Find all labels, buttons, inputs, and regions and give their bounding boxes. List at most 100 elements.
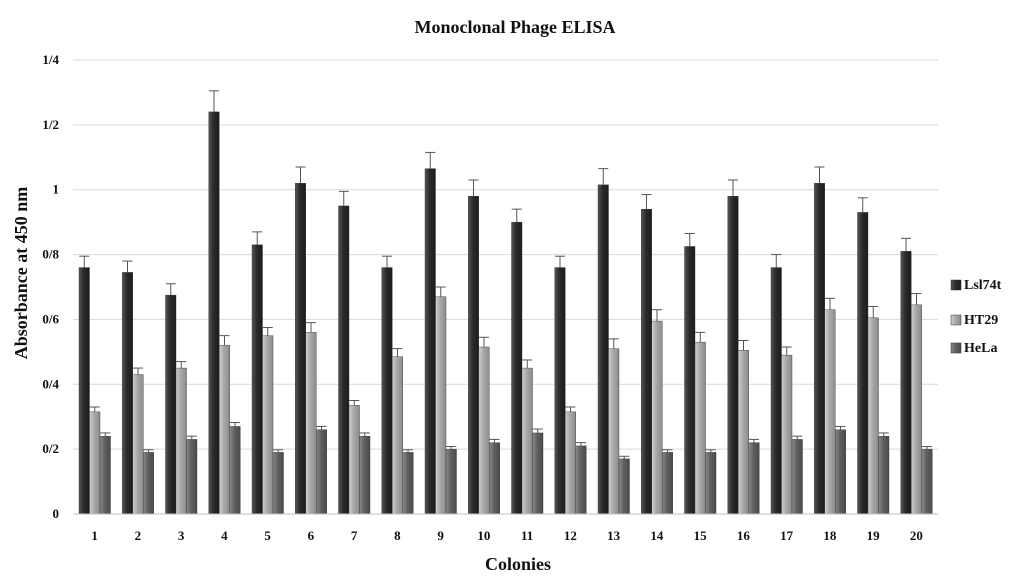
bar-hela (575, 445, 587, 515)
bar-ht29 (478, 346, 490, 515)
legend-label-ht29: HT29 (964, 313, 998, 328)
x-tick-label: 4 (221, 528, 228, 543)
bar-lsl74t (295, 183, 306, 515)
y-tick-label: 0/4 (42, 376, 59, 391)
legend-label-lsl74t: Lsl74t (964, 278, 1002, 293)
bar-ht29 (132, 374, 144, 515)
bar-hela (532, 432, 544, 515)
bar-lsl74t (597, 184, 609, 515)
y-tick-label: 0/8 (42, 247, 59, 262)
bars (78, 90, 933, 515)
bar-hela (791, 439, 803, 515)
y-tick-label: 0/6 (42, 311, 59, 326)
x-tick-label: 19 (867, 528, 881, 543)
x-tick-label: 17 (780, 528, 794, 543)
y-tick-label: 0 (53, 506, 60, 521)
bar-lsl74t (165, 294, 177, 515)
bar-hela (835, 429, 846, 515)
y-tick-label: 1/4 (42, 52, 59, 67)
bar-lsl74t (727, 195, 739, 515)
x-tick-label: 16 (737, 528, 751, 543)
x-tick-label: 9 (437, 528, 444, 543)
bar-lsl74t (511, 221, 523, 515)
bar-ht29 (694, 341, 706, 515)
bar-ht29 (262, 335, 274, 515)
x-axis-title: Colonies (485, 554, 551, 573)
bar-lsl74t (814, 183, 825, 515)
bar-hela (359, 435, 371, 515)
bar-ht29 (89, 411, 101, 515)
y-tick-label: 0/2 (42, 441, 59, 456)
bar-lsl74t (641, 208, 652, 515)
bar-hela (662, 452, 673, 515)
bar-lsl74t (338, 205, 350, 515)
legend-label-hela: HeLa (964, 341, 997, 356)
bar-lsl74t (857, 212, 869, 515)
bar-lsl74t (251, 244, 263, 515)
x-tick-label: 18 (823, 528, 837, 543)
y-tick-label: 1/2 (42, 117, 59, 132)
x-tick-label: 7 (351, 528, 358, 543)
x-tick-label: 2 (135, 528, 142, 543)
x-tick-label: 10 (477, 528, 490, 543)
bar-ht29 (738, 350, 749, 515)
bar-ht29 (867, 317, 879, 515)
bar-hela (272, 452, 284, 515)
x-tick-label: 1 (91, 528, 98, 543)
bar-ht29 (348, 405, 360, 515)
bar-hela (748, 442, 760, 515)
bar-lsl74t (468, 195, 479, 515)
bar-ht29 (392, 356, 403, 515)
x-tick-label: 5 (264, 528, 271, 543)
x-tick-label: 12 (564, 528, 577, 543)
bar-hela (186, 439, 198, 515)
x-tick-label: 11 (521, 528, 533, 543)
bar-hela (618, 458, 630, 515)
bar-ht29 (175, 367, 187, 515)
bar-lsl74t (900, 251, 912, 515)
bar-ht29 (435, 296, 447, 515)
y-axis-title: Absorbance at 450 nm (11, 187, 31, 360)
x-tick-label: 20 (910, 528, 923, 543)
x-tick-label: 8 (394, 528, 401, 543)
bar-ht29 (521, 367, 533, 515)
bar-lsl74t (424, 168, 436, 515)
bar-ht29 (305, 332, 317, 515)
bar-hela (445, 448, 457, 515)
bar-ht29 (565, 411, 576, 515)
x-tick-label: 14 (650, 528, 664, 543)
bar-hela (143, 452, 154, 515)
bar-hela (489, 442, 500, 515)
bar-hela (878, 435, 890, 515)
bar-ht29 (911, 304, 922, 515)
bar-ht29 (608, 348, 620, 515)
bar-ht29 (781, 354, 793, 515)
bar-lsl74t (770, 267, 782, 515)
bar-ht29 (651, 320, 663, 515)
bar-lsl74t (684, 246, 696, 515)
x-tick-label: 6 (308, 528, 315, 543)
bar-ht29 (824, 309, 836, 515)
bar-hela (705, 452, 717, 515)
y-tick-label: 1 (53, 182, 60, 197)
legend-swatch-hela (950, 342, 962, 354)
axes: 00/20/40/60/811/21/41 2 3 4 5 6 7 8 9 10 11 12 13 14 1… (42, 52, 938, 543)
bar-lsl74t (208, 111, 220, 515)
legend-swatch-lsl74t (950, 279, 962, 291)
legend: Lsl74t HT29 HeLa (950, 278, 1002, 356)
bar-hela (99, 435, 111, 515)
bar-ht29 (219, 345, 230, 515)
bar-lsl74t (122, 272, 133, 515)
bar-hela (316, 429, 327, 515)
gridlines (73, 59, 938, 450)
legend-swatch-ht29 (950, 314, 962, 326)
x-tick-label: 13 (607, 528, 621, 543)
x-tick-label: 3 (178, 528, 185, 543)
bar-hela (402, 452, 414, 515)
bar-hela (921, 448, 933, 515)
chart-title: Monoclonal Phage ELISA (414, 17, 615, 37)
bar-lsl74t (381, 267, 393, 515)
bar-lsl74t (78, 267, 90, 515)
